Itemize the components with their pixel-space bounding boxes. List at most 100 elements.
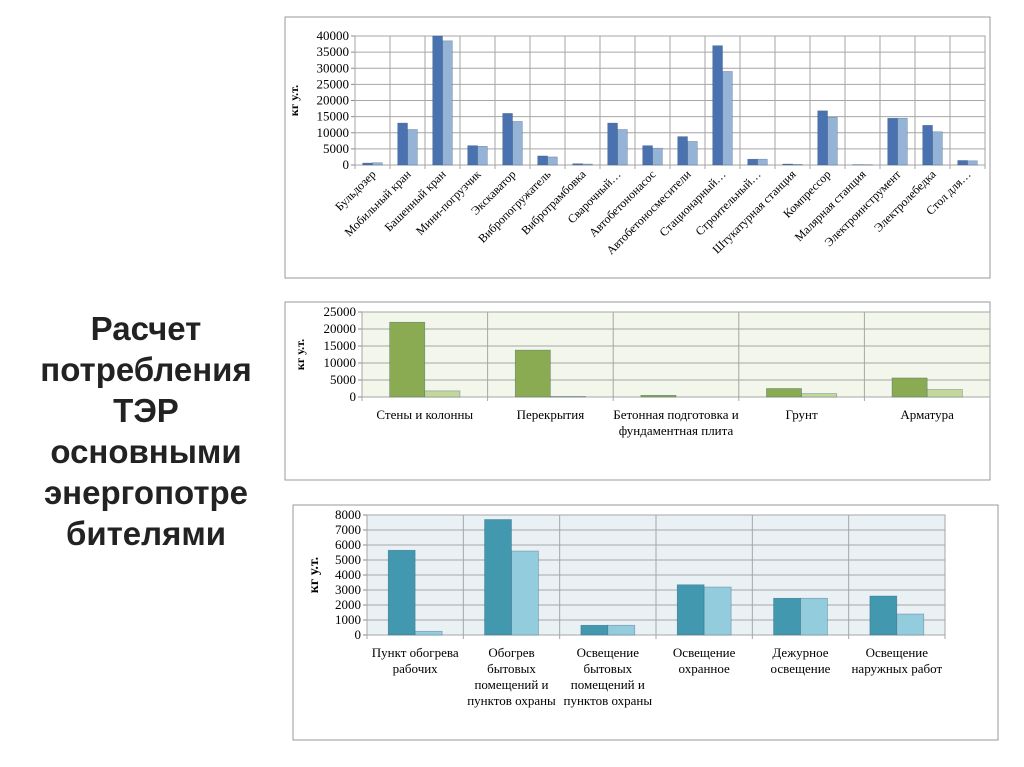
y-tick-label: 5000 [330, 372, 356, 387]
bar [484, 519, 512, 636]
y-tick-label: 25000 [317, 76, 350, 91]
x-tick-label: Арматура [900, 407, 954, 422]
y-tick-label: 5000 [335, 552, 361, 567]
y-tick-label: 0 [343, 157, 350, 172]
bar [773, 597, 801, 636]
bar [572, 163, 583, 166]
y-tick-label: 30000 [317, 60, 350, 75]
title-line: ТЭР [113, 392, 179, 429]
bar [607, 624, 636, 636]
bar [389, 321, 426, 398]
bar [891, 377, 928, 398]
bar [932, 131, 943, 166]
bar [467, 145, 478, 166]
bar [387, 549, 416, 636]
y-tick-label: 40000 [317, 28, 350, 43]
y-tick-label: 7000 [335, 522, 361, 537]
y-tick-label: 2000 [335, 597, 361, 612]
y-tick-label: 0 [350, 389, 357, 404]
y-tick-label: 5000 [323, 141, 349, 156]
y-tick-label: 1000 [335, 612, 361, 627]
y-tick-label: 10000 [324, 355, 357, 370]
bar [442, 40, 453, 166]
bar [887, 117, 898, 166]
x-tick-label: Стены и колонны [376, 407, 474, 422]
y-tick-label: 15000 [317, 109, 350, 124]
bar [757, 158, 768, 166]
bar [801, 393, 838, 398]
bar [432, 35, 443, 166]
bar [897, 117, 908, 166]
bar [502, 113, 513, 166]
bar [640, 394, 677, 398]
bar [896, 613, 925, 636]
y-tick-label: 6000 [335, 537, 361, 552]
title-line: бителями [65, 515, 227, 552]
bar [537, 155, 548, 166]
bar [547, 156, 558, 166]
bar [514, 349, 551, 398]
bar [642, 145, 653, 166]
bar [617, 129, 628, 166]
y-tick-label: 15000 [324, 338, 357, 353]
title-line: Расчет [90, 310, 202, 347]
x-tick-label: Обогрев бытовых помещений и пунктов охра… [467, 645, 556, 708]
title-line: потребления [40, 351, 252, 388]
bar [926, 389, 963, 398]
bar [477, 145, 488, 166]
y-tick-label: 20000 [317, 93, 350, 108]
bar [817, 110, 828, 166]
bar [652, 147, 663, 166]
y-tick-label: 4000 [335, 567, 361, 582]
bar [792, 164, 803, 166]
bar [766, 388, 802, 398]
y-axis-label: кг у.т. [307, 557, 322, 593]
bar [967, 160, 978, 166]
x-tick-label: Бетонная подготовка и фундаментная плита [613, 407, 739, 438]
x-tick-label: Перекрытия [516, 407, 585, 422]
bar [827, 116, 838, 166]
slide-title: Расчет потребления ТЭР основными энергопотре… [10, 308, 282, 554]
y-axis-label: кг у.т. [293, 339, 307, 370]
bar [407, 129, 418, 166]
bar [800, 597, 828, 636]
bar [512, 121, 523, 166]
bar [424, 390, 461, 398]
x-tick-label: Грунт [785, 407, 818, 422]
y-tick-label: 25000 [324, 304, 357, 319]
y-tick-label: 10000 [317, 125, 350, 140]
bar [372, 162, 383, 166]
y-tick-label: 8000 [335, 507, 361, 522]
bar [582, 163, 593, 166]
bar [362, 162, 373, 166]
bar [747, 158, 758, 166]
y-tick-label: 3000 [335, 582, 361, 597]
bar [782, 163, 793, 166]
bar [722, 71, 733, 166]
bar [580, 624, 609, 636]
bar [703, 586, 732, 636]
bar [869, 595, 898, 636]
y-axis-label: кг у.т. [287, 85, 301, 116]
bar [397, 122, 408, 166]
bar [957, 160, 968, 166]
bar [677, 136, 688, 166]
bar [687, 141, 698, 166]
x-tick-label: Пункт обогрева рабочих [371, 645, 459, 676]
y-tick-label: 20000 [324, 321, 357, 336]
bar [712, 45, 723, 166]
x-tick-label: Освещение бытовых помещений и пунктов ох… [563, 645, 653, 708]
y-tick-label: 35000 [317, 44, 350, 59]
x-tick-label: Дежурное освещение [770, 645, 831, 676]
bar [550, 396, 586, 398]
y-tick-label: 0 [355, 627, 362, 642]
x-tick-label: Освещение наружных работ [851, 645, 943, 676]
bar [607, 122, 618, 166]
title-line: основными [50, 433, 242, 470]
bar [676, 584, 705, 636]
bar [922, 125, 933, 166]
bar [414, 630, 443, 636]
bar [511, 550, 539, 636]
